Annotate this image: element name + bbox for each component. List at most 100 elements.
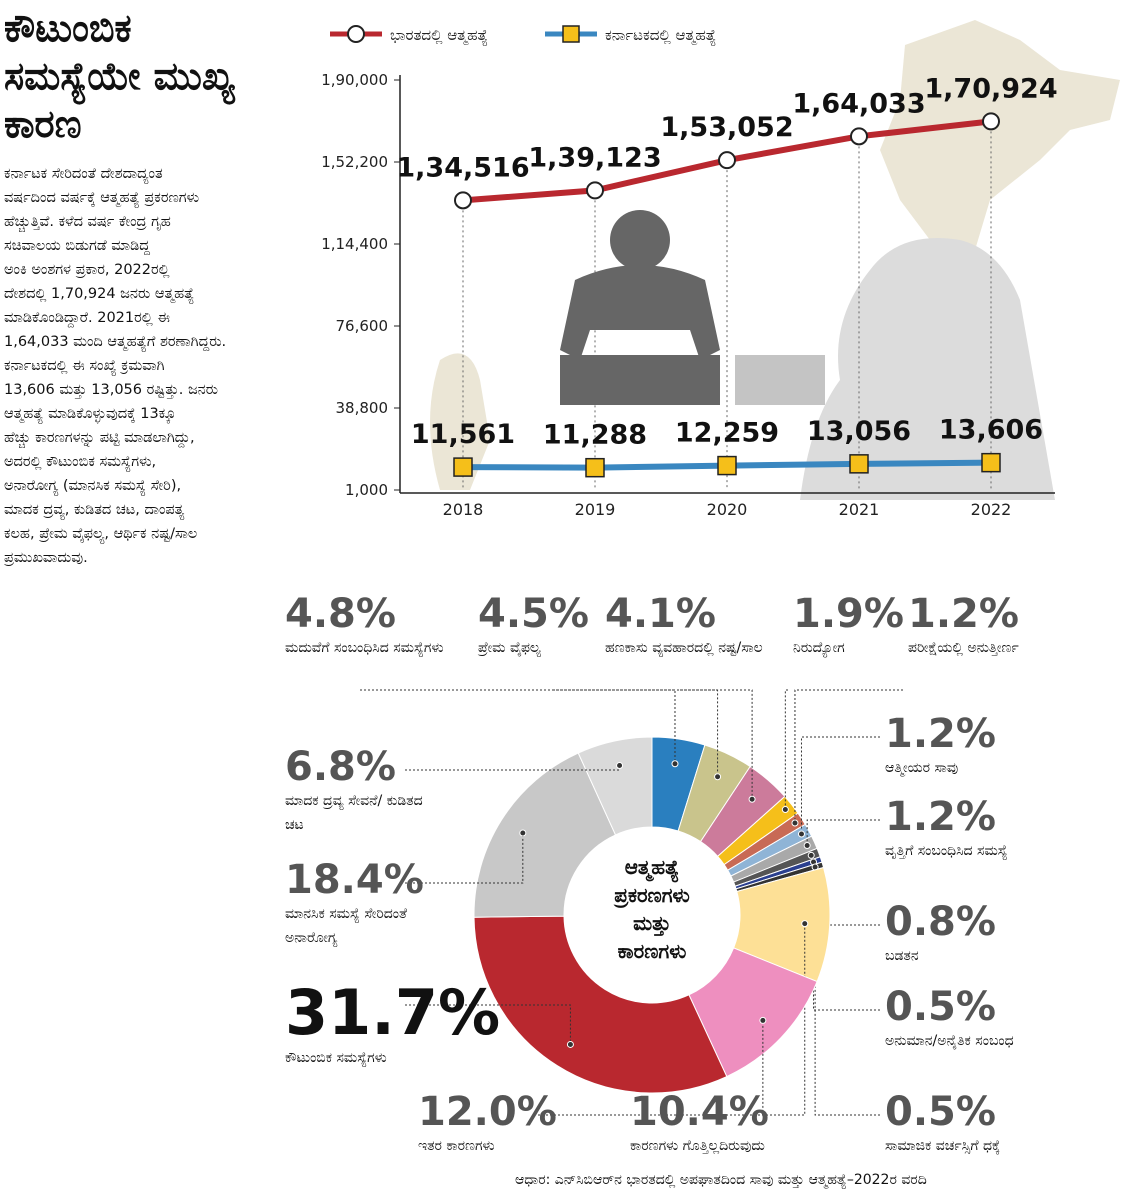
- legend-marker: [347, 25, 365, 43]
- data-label: 1,53,052: [660, 112, 793, 143]
- leader-dot: [807, 851, 815, 859]
- x-tick-label: 2022: [971, 500, 1012, 519]
- donut-label: 6.8% ಮಾದಕ ದ್ರವ್ಯ ಸೇವನೆ/ ಕುಡಿತದ ಚಟ: [285, 745, 435, 837]
- percent-label: 0.8%: [885, 899, 996, 945]
- india-map: [880, 20, 1120, 270]
- percent-label: 1.2%: [885, 711, 996, 757]
- point: [717, 455, 737, 476]
- donut-label: 1.2% ಆತ್ಮೀಯರ ಸಾವು: [885, 712, 1005, 780]
- point: [981, 452, 1001, 473]
- donut-label: 4.5% ಪ್ರೇಮ ವೈಫಲ್ಯ: [478, 591, 589, 660]
- legend-label: ಕರ್ನಾಟಕದಲ್ಲಿ ಆತ್ಮಹತ್ಯೆ: [605, 26, 716, 46]
- x-tick-label: 2020: [707, 500, 748, 519]
- donut-label: 18.4% ಮಾನಸಿಕ ಸಮಸ್ಯೆ ಸೇರಿದಂತೆ ಅನಾರೋಗ್ಯ: [285, 858, 455, 950]
- y-tick-label: 1,52,200: [321, 153, 388, 171]
- point: [982, 112, 1000, 131]
- y-tick-label: 76,600: [336, 317, 389, 335]
- body-line: ಸಚಿವಾಲಯ ಬಿಡುಗಡೆ ಮಾಡಿದ್ದ: [4, 238, 150, 254]
- data-label: 11,561: [411, 419, 515, 450]
- center-text: ಮತ್ತು: [633, 911, 671, 935]
- body-line: ಕರ್ನಾಟಕದಲ್ಲಿ ಈ ಸಂಖ್ಯೆ ಕ್ರಮವಾಗಿ: [4, 358, 165, 374]
- figure-body: [560, 265, 720, 360]
- percent-label: 4.1%: [605, 591, 716, 637]
- category-label: ಇತರ ಕಾರಣಗಳು: [418, 1138, 495, 1154]
- body-line: ದೇಶದಲ್ಲಿ 1,70,924 ಜನರು ಆತ್ಮಹತ್ಯೆ: [4, 286, 195, 302]
- leader-dot: [803, 842, 811, 850]
- point: [849, 454, 869, 474]
- donut-label: 4.8% ಮದುವೆಗೆ ಸಂಬಂಧಿಸಿದ ಸಮಸ್ಯೆಗಳು: [285, 592, 450, 660]
- category-label: ವೃತ್ತಿಗೆ ಸಂಬಂಧಿಸಿದ ಸಮಸ್ಯೆ: [885, 843, 1008, 859]
- percent-label: 4.5%: [478, 591, 589, 637]
- body-line: ಹೆಚ್ಚು ಕಾರಣಗಳನ್ನು ಪಟ್ಟಿ ಮಾಡಲಾಗಿದ್ದು,: [4, 430, 195, 446]
- leader-line: [806, 819, 880, 846]
- leader-dot: [781, 806, 789, 814]
- donut-label: 1.9% ನಿರುದ್ಯೋಗ: [793, 591, 904, 660]
- y-tick-label: 1,90,000: [321, 71, 388, 89]
- body-line: ಅದರಲ್ಲಿ ಕೌಟುಂಬಿಕ ಸಮಸ್ಯೆಗಳು,: [4, 454, 157, 470]
- data-label: 1,39,123: [528, 142, 661, 173]
- donut-label: 10.4% ಕಾರಣಗಳು ಗೊತ್ತಿಲ್ಲದಿರುವುದು: [630, 1090, 830, 1158]
- silhouette: [800, 238, 1055, 500]
- legend-marker: [562, 25, 580, 43]
- leader-dot: [671, 760, 679, 768]
- donut-label: 0.8% ಬಡತನ: [885, 900, 1005, 968]
- percent-label: 1.2%: [908, 591, 1019, 637]
- leader-line: [784, 689, 788, 810]
- donut-label: 1.2% ಪರೀಕ್ಷೆಯಲ್ಲಿ ಅನುತ್ತೀರ್ಣ: [908, 592, 1078, 660]
- leader-dot: [519, 829, 527, 837]
- center-text: ಕಾರಣಗಳು: [617, 939, 687, 963]
- donut-label: 31.7% ಕೌಟುಂಬಿಕ ಸಮಸ್ಯೆಗಳು: [285, 976, 501, 1070]
- percent-label: 1.2%: [885, 794, 996, 840]
- category-label: ಪ್ರೇಮ ವೈಫಲ್ಯ: [478, 640, 541, 656]
- body-line: 13,606 ಮತ್ತು 13,056 ರಷ್ಟಿತ್ತು. ಜನರು: [4, 382, 219, 398]
- y-tick-label: 1,14,400: [321, 235, 388, 253]
- karnataka-map: [430, 353, 490, 490]
- leader-dot: [748, 795, 756, 803]
- leader-dot: [714, 773, 722, 781]
- legend-label: ಭಾರತದಲ್ಲಿ ಆತ್ಮಹತ್ಯೆ: [390, 26, 488, 46]
- category-label: ಕಾರಣಗಳು ಗೊತ್ತಿಲ್ಲದಿರುವುದು: [630, 1138, 765, 1154]
- leader-dot: [616, 761, 624, 769]
- body-text: ಕರ್ನಾಟಕ ಸೇರಿದಂತೆ ದೇಶದಾದ್ಯಂತ ವರ್ಷದಿಂದ ವರ್ಷ…: [4, 162, 274, 570]
- category-label: ಮಾದಕ ದ್ರವ್ಯ ಸೇವನೆ/ ಕುಡಿತದ ಚಟ: [285, 793, 423, 833]
- body-line: ವರ್ಷದಿಂದ ವರ್ಷಕ್ಕೆ ಆತ್ಮಹತ್ಯೆ ಪ್ರಕರಣಗಳು: [4, 190, 200, 206]
- leader-dot: [801, 920, 809, 928]
- leader-dot: [797, 830, 805, 838]
- percent-label: 6.8%: [285, 744, 396, 790]
- category-label: ಆತ್ಮೀಯರ ಸಾವು: [885, 760, 959, 776]
- point: [718, 151, 736, 170]
- body-line: 1,64,033 ಮಂದಿ ಆತ್ಮಹತ್ಯೆಗೆ ಶರಣಾಗಿದ್ದರು.: [4, 334, 227, 350]
- donut-label: 1.2% ವೃತ್ತಿಗೆ ಸಂಬಂಧಿಸಿದ ಸಮಸ್ಯೆ: [885, 795, 1025, 863]
- y-tick-label: 38,800: [336, 399, 389, 417]
- point: [454, 191, 472, 210]
- figure-seat: [560, 355, 720, 405]
- donut-label: 0.5% ಅನುಮಾನ/ಅನೈತಿಕ ಸಂಬಂಧ: [885, 985, 1035, 1053]
- y-tick-label: 1,000: [345, 481, 388, 499]
- data-label: 12,259: [675, 418, 779, 449]
- donut-hole: [564, 827, 740, 1003]
- x-tick-label: 2018: [443, 500, 484, 519]
- donut-label: 4.1% ಹಣಕಾಸು ವ್ಯವಹಾರದಲ್ಲಿ ನಷ್ಟ/ಸಾಲ: [605, 592, 780, 660]
- leader-dot: [791, 819, 799, 827]
- category-label: ಪರೀಕ್ಷೆಯಲ್ಲಿ ಅನುತ್ತೀರ್ಣ: [908, 640, 1019, 656]
- body-line: ಕಲಹ, ಪ್ರೇಮ ವೈಫಲ್ಯ, ಆರ್ಥಿಕ ನಷ್ಟ/ಸಾಲ: [4, 526, 198, 542]
- body-line: ಕರ್ನಾಟಕ ಸೇರಿದಂತೆ ದೇಶದಾದ್ಯಂತ: [4, 166, 163, 182]
- leader-line: [360, 689, 676, 764]
- leader-line: [538, 1020, 764, 1116]
- category-label: ಸಾಮಾಜಿಕ ವರ್ಚಸ್ಸಿಗೆ ಧಕ್ಕೆ: [885, 1138, 1001, 1154]
- x-tick-label: 2019: [575, 500, 616, 519]
- percent-label: 1.9%: [793, 591, 904, 637]
- percent-label: 0.5%: [885, 1089, 996, 1135]
- data-label: 13,056: [807, 416, 911, 447]
- center-text: ಪ್ರಕರಣಗಳು: [614, 883, 690, 907]
- body-line: ಅಂಕಿ ಅಂಶಗಳ ಪ್ರಕಾರ, 2022ರಲ್ಲಿ: [4, 262, 170, 278]
- percent-label: 31.7%: [285, 976, 501, 1049]
- percent-label: 10.4%: [630, 1089, 769, 1135]
- body-line: ಅನಾರೋಗ್ಯ (ಮಾನಸಿಕ ಸಮಸ್ಯೆ ಸೇರಿ),: [4, 478, 182, 494]
- data-label: 11,288: [543, 420, 647, 451]
- point: [850, 127, 868, 146]
- percent-label: 0.5%: [885, 984, 996, 1030]
- body-line: ಮಾಡಿಕೊಂಡಿದ್ದಾರೆ. 2021ರಲ್ಲಿ ಈ: [4, 310, 170, 326]
- donut-label: 12.0% ಇತರ ಕಾರಣಗಳು: [418, 1090, 558, 1158]
